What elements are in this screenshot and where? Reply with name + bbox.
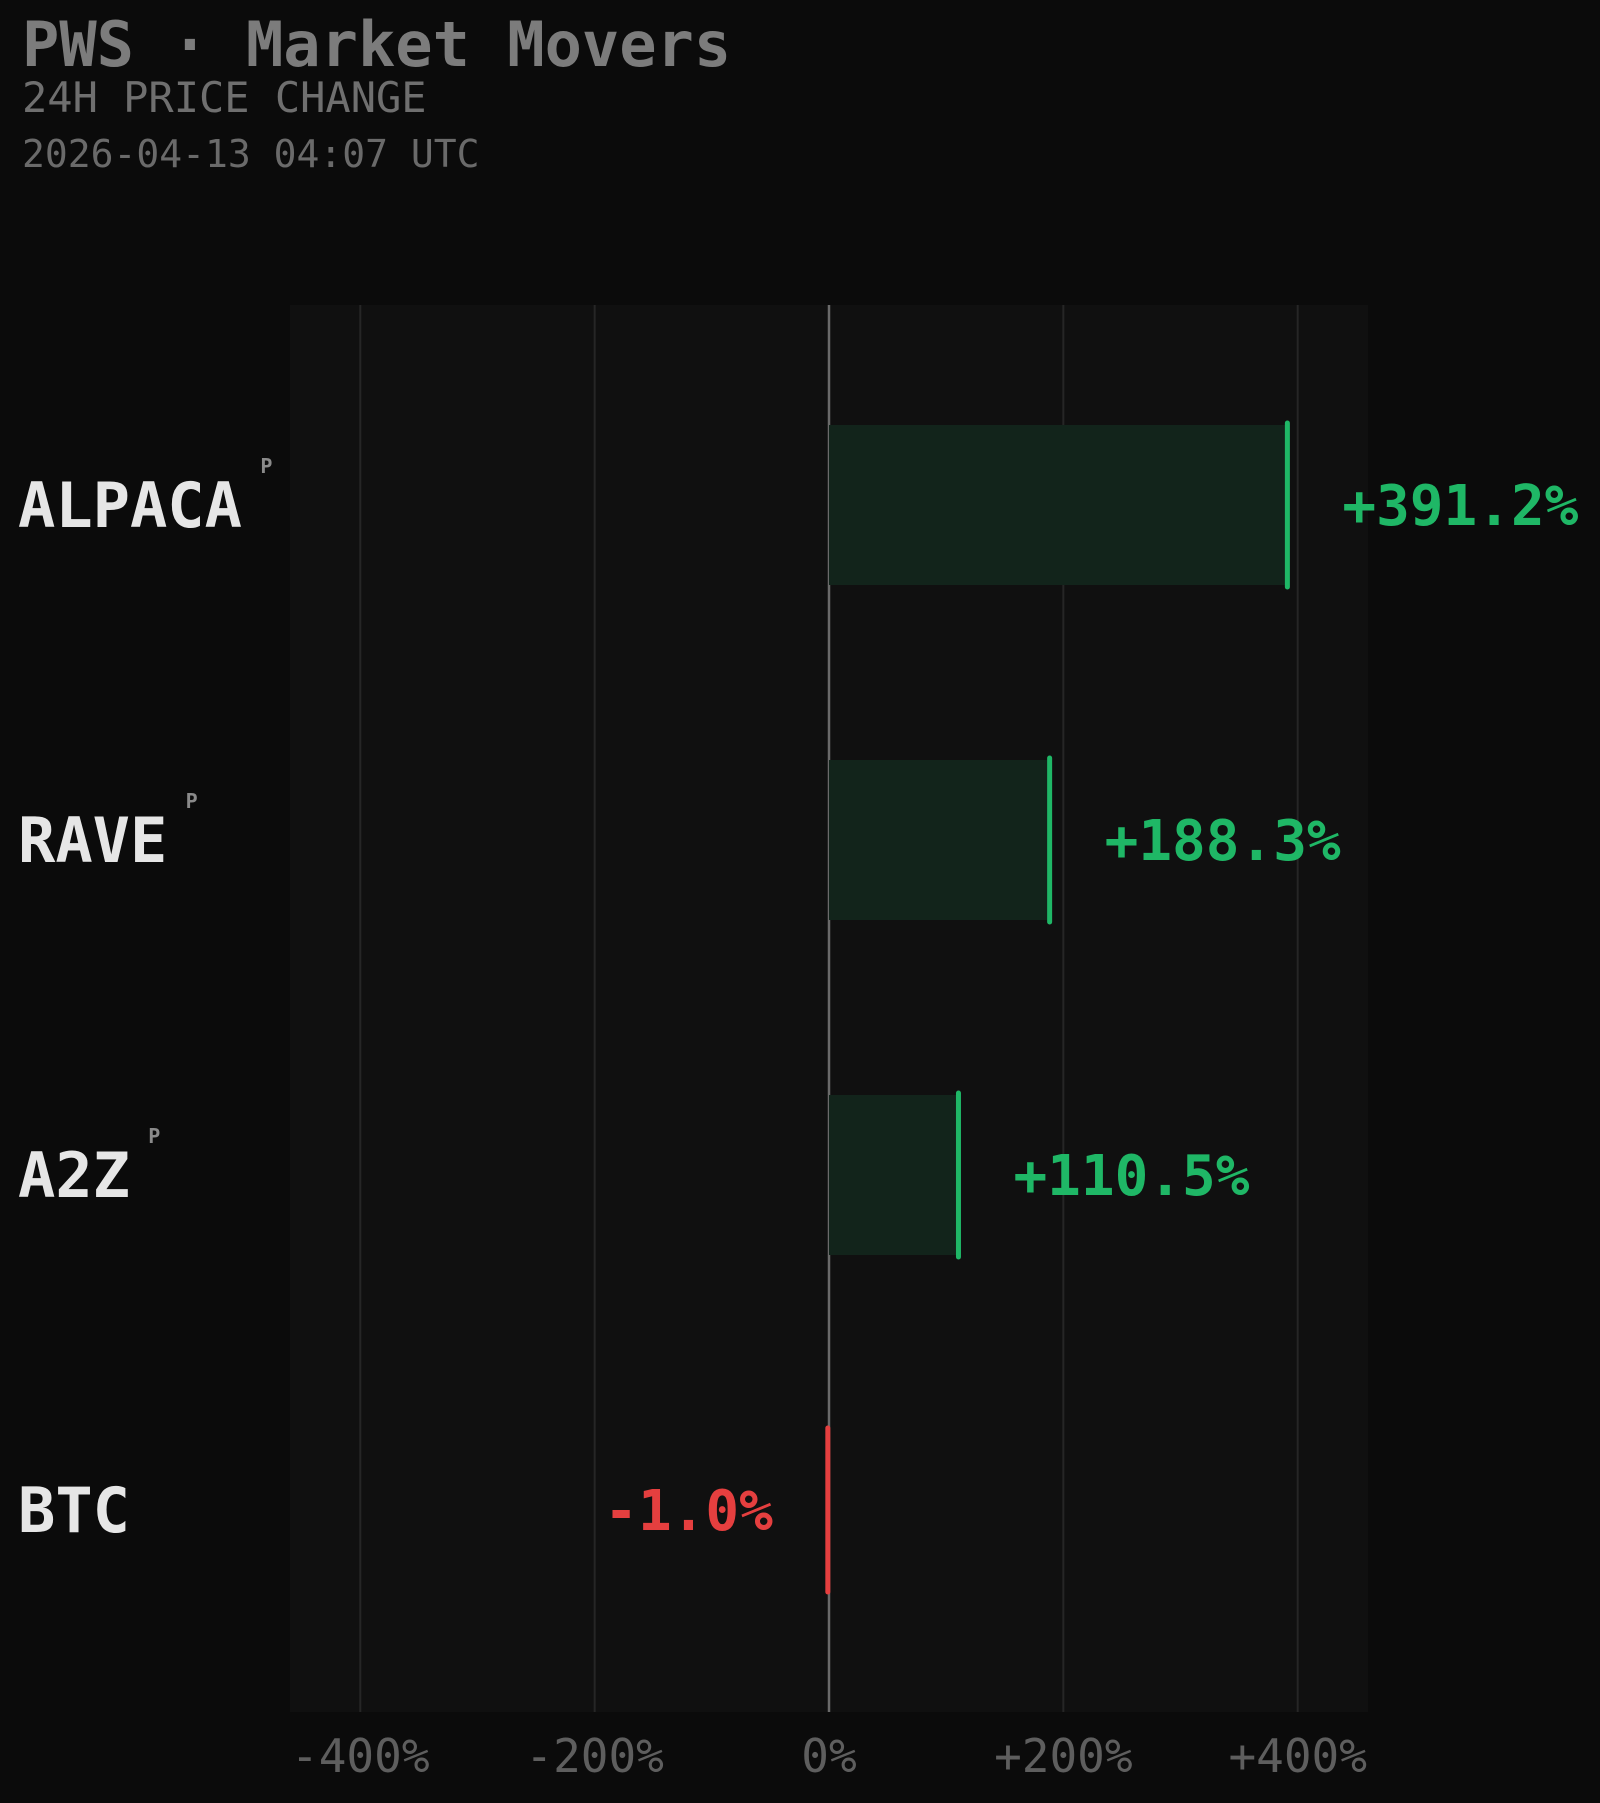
category-label: ALPACA [18,469,242,542]
chart-title: PWS · Market Movers [22,8,732,81]
category-badge: P [260,454,272,478]
timestamp: 2026-04-13 04:07 UTC [22,132,480,176]
chart-subtitle: 24H PRICE CHANGE [22,73,427,122]
value-label: +110.5% [1013,1144,1249,1209]
x-tick-label: -400% [291,1729,429,1783]
bar [829,425,1288,585]
category-badge: P [148,1124,160,1148]
value-label: -1.0% [604,1479,773,1544]
category-label: BTC [18,1474,130,1547]
category-label: RAVE [18,804,167,877]
x-tick-label: 0% [801,1729,856,1783]
category-badge: P [186,789,198,813]
value-label: +391.2% [1342,474,1578,539]
x-tick-label: +400% [1228,1729,1366,1783]
value-label: +188.3% [1105,809,1341,874]
category-label: A2Z [18,1139,130,1212]
bar [829,1095,959,1255]
x-tick-label: -200% [525,1729,663,1783]
x-tick-label: +200% [994,1729,1132,1783]
bar [829,760,1050,920]
